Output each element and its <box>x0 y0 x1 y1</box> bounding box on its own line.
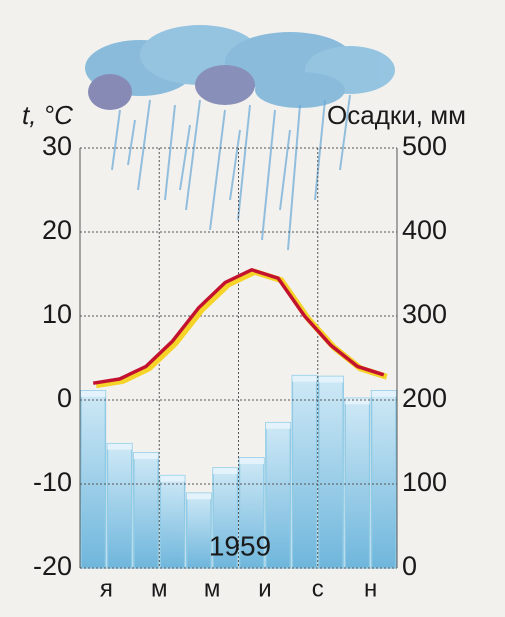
bar <box>107 444 131 568</box>
bar-top <box>187 493 211 499</box>
bar-top <box>266 423 290 429</box>
y2-tick-label: 500 <box>402 131 447 161</box>
x-tick-label: с <box>312 575 324 602</box>
y-tick-label: 20 <box>42 215 72 245</box>
bar-top <box>107 444 131 450</box>
bar-top <box>81 391 105 397</box>
bar <box>160 476 184 568</box>
bar-top <box>240 458 264 464</box>
y-tick-label: -10 <box>33 467 72 497</box>
chart: t, °C Осадки, мм -20-1001020300100200300… <box>0 0 505 617</box>
y2-tick-label: 0 <box>402 551 417 581</box>
x-tick-label: м <box>204 575 221 602</box>
bar <box>134 453 158 568</box>
y2-tick-label: 200 <box>402 383 447 413</box>
y-tick-label: -20 <box>33 551 72 581</box>
bar-top <box>319 376 343 382</box>
y2-tick-label: 400 <box>402 215 447 245</box>
y2-tick-label: 100 <box>402 467 447 497</box>
bar-top <box>160 476 184 482</box>
bar <box>292 376 316 568</box>
x-tick-label: и <box>258 575 271 602</box>
bar <box>345 398 369 568</box>
x-tick-label: я <box>100 575 113 602</box>
y-axis-title: t, °C <box>22 100 73 130</box>
bar-top <box>372 391 396 397</box>
y-tick-label: 10 <box>42 299 72 329</box>
bar <box>81 391 105 568</box>
bar-top <box>292 376 316 382</box>
y2-tick-label: 300 <box>402 299 447 329</box>
y2-axis-title: Осадки, мм <box>327 100 466 130</box>
bar <box>319 376 343 568</box>
bar-top <box>213 468 237 474</box>
bar-top <box>134 453 158 459</box>
annotation: 1959 <box>209 530 271 561</box>
bar-top <box>345 398 369 404</box>
page: {"chart_data": { "type": "climatogram", … <box>0 0 505 617</box>
y-tick-label: 30 <box>42 131 72 161</box>
bar <box>187 493 211 568</box>
bar <box>372 391 396 568</box>
y-tick-label: 0 <box>57 383 72 413</box>
x-tick-label: н <box>364 575 377 602</box>
x-tick-label: м <box>151 575 168 602</box>
